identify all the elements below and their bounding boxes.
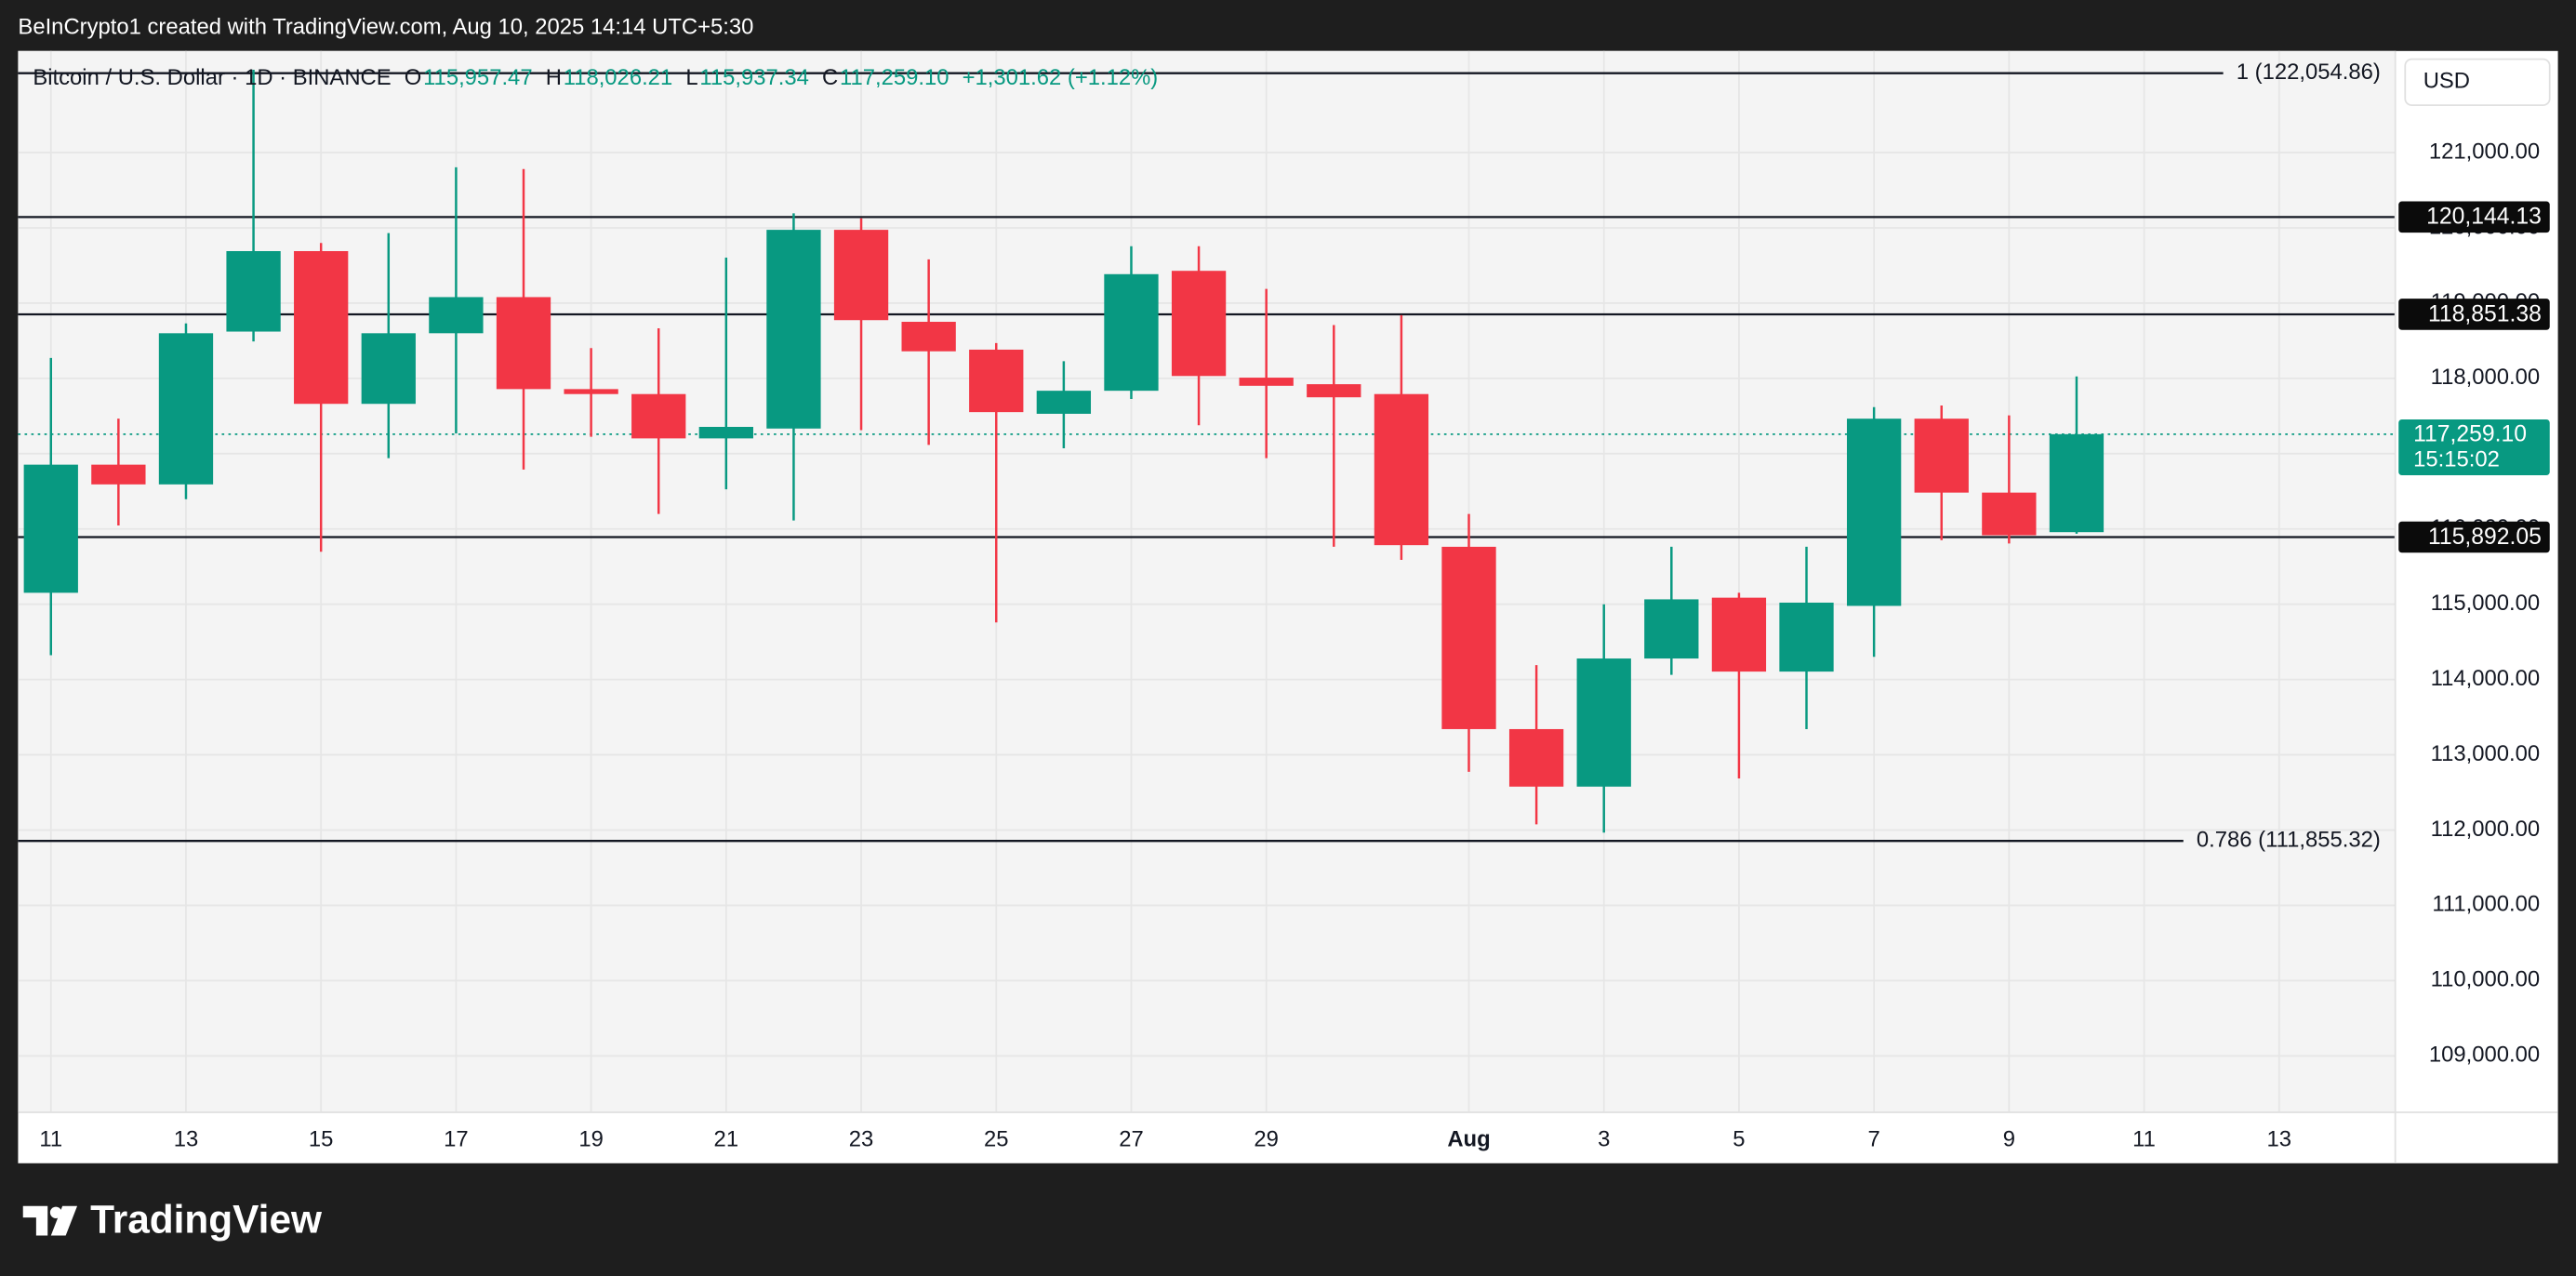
level-label: 1 (122,054.86): [2237, 60, 2381, 85]
y-tick-label: 110,000.00: [2431, 967, 2541, 992]
legend-text: L: [685, 65, 697, 90]
price-tag-label: 118,851.38: [2428, 301, 2542, 326]
x-tick-label: 19: [578, 1126, 604, 1151]
legend-text: Bitcoin / U.S. Dollar · 1D · BINANCE: [33, 65, 391, 90]
x-tick-label: 13: [2267, 1126, 2292, 1151]
candle-body: [361, 333, 416, 405]
levels: 1 (122,054.86) 0.786 (111,855.32): [18, 60, 2396, 853]
candle-body: [1846, 419, 1902, 606]
last-price-tag: [2398, 419, 2550, 476]
candle-body: [23, 464, 78, 593]
price-tag: [2398, 299, 2550, 330]
legend-text: H: [546, 65, 562, 90]
x-tick-label: 11: [39, 1126, 62, 1151]
last-price-label: 117,259.10: [2413, 421, 2527, 446]
candle-body: [969, 349, 1024, 413]
candle-body: [564, 389, 618, 394]
brand: TradingView: [90, 1198, 323, 1242]
candle-body: [496, 297, 551, 390]
legend-text: +1,301.62 (+1.12%): [963, 65, 1159, 90]
x-tick-label: 9: [2003, 1126, 2015, 1151]
candle-body: [1779, 602, 1834, 672]
x-tick-label: 21: [714, 1126, 739, 1151]
price-tag-label: 115,892.05: [2428, 525, 2542, 550]
countdown-label: 15:15:02: [2413, 446, 2500, 472]
logo-shape: [50, 1205, 78, 1236]
legend-text: 118,026.21: [564, 65, 673, 90]
x-tick-label: 7: [1868, 1126, 1880, 1151]
y-tick-label: 115,000.00: [2431, 591, 2541, 616]
y-tick-label: 109,000.00: [2429, 1043, 2540, 1068]
x-tick-label: 23: [849, 1126, 874, 1151]
candle-body: [1982, 492, 2037, 536]
x-tick-label: 5: [1733, 1126, 1745, 1151]
candle-body: [226, 251, 281, 332]
candle-body: [1441, 546, 1496, 729]
x-tick-label: 11: [2132, 1126, 2156, 1151]
candle-body: [158, 333, 214, 485]
y-tick-label: 121,000.00: [2429, 139, 2540, 164]
ohlc-legend: Bitcoin / U.S. Dollar · 1D · BINANCE O 115…: [33, 65, 1158, 90]
candle-body: [2049, 433, 2105, 533]
candle-body: [429, 297, 484, 334]
price-tag: [2398, 521, 2550, 553]
candle-body: [833, 230, 889, 321]
candle-body: [1104, 273, 1159, 392]
candle-body: [1644, 599, 1699, 659]
currency-button[interactable]: [2404, 58, 2551, 106]
y-tick-label: 113,000.00: [2431, 741, 2541, 766]
y-tick-label: 112,000.00: [2431, 817, 2541, 842]
candle-body: [1239, 378, 1294, 386]
candle-body: [1576, 658, 1631, 787]
candle-body: [1914, 419, 1969, 493]
price-tag: [2398, 201, 2550, 233]
attribution: BeInCrypto1 created with TradingView.com…: [18, 14, 753, 39]
y-tick-label: 114,000.00: [2431, 666, 2541, 691]
x-tick-label: 13: [174, 1126, 199, 1151]
level-label: 0.786 (111,855.32): [2197, 828, 2381, 853]
x-tick-label: 29: [1254, 1126, 1279, 1151]
price-tags: 120,144.13 118,851.38 115,892.05 117,259.10…: [2398, 201, 2550, 553]
candle-body: [294, 251, 349, 405]
legend-text: 117,259.10: [840, 65, 949, 90]
x-tick-label: Aug: [1447, 1126, 1490, 1151]
logo-shape: [22, 1205, 48, 1236]
logo-shape: [49, 1206, 62, 1218]
y-tick-label: 111,000.00: [2432, 892, 2540, 917]
candle-body: [1036, 391, 1092, 414]
candle-body: [1374, 393, 1429, 546]
price-tag-label: 120,144.13: [2426, 205, 2542, 230]
brand-logo: [22, 1205, 78, 1236]
candle-body: [766, 230, 821, 429]
plot-area: [18, 50, 2396, 1113]
legend-text: 115,957.47: [423, 65, 533, 90]
candle-body: [1508, 728, 1564, 787]
candle-body: [698, 426, 753, 439]
x-tick-label: 25: [984, 1126, 1009, 1151]
x-tick-label: 17: [444, 1126, 469, 1151]
candle-body: [901, 322, 956, 352]
candle-body: [1307, 384, 1361, 398]
legend-text: C: [822, 65, 838, 90]
candle-body: [1711, 597, 1767, 672]
candle-body: [631, 393, 686, 439]
legend-text: O: [405, 65, 422, 90]
x-tick-label: 15: [309, 1126, 334, 1151]
currency[interactable]: USD: [2423, 69, 2470, 94]
candle-body: [1171, 271, 1227, 377]
x-tick-label: 27: [1119, 1126, 1144, 1151]
candles: [23, 70, 2105, 833]
legend-text: 115,937.34: [699, 65, 809, 90]
candle-body: [91, 464, 146, 485]
y-tick-label: 118,000.00: [2431, 365, 2541, 390]
x-tick-label: 3: [1598, 1126, 1610, 1151]
